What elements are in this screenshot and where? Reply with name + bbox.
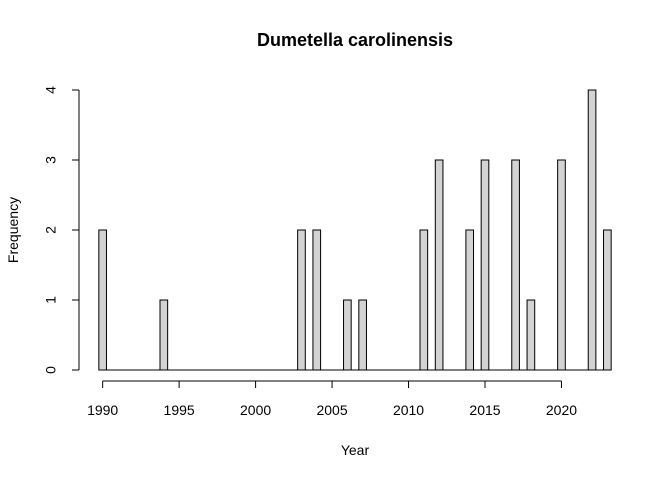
y-tick-label-3: 3 (43, 156, 59, 164)
bar-2004 (312, 229, 322, 371)
bar-2020 (557, 159, 566, 371)
bar-2023 (603, 229, 612, 371)
bars-group (98, 89, 612, 371)
bar-1994 (159, 299, 169, 371)
x-axis-label: Year (341, 442, 370, 458)
bar-2015 (480, 159, 490, 371)
y-tick-label-1: 1 (43, 296, 59, 304)
x-tick-label-1990: 1990 (87, 402, 118, 418)
bar-2018 (526, 299, 536, 371)
y-axis-label: Frequency (5, 197, 21, 263)
bar-1990 (98, 229, 107, 371)
bar-2011 (419, 229, 429, 371)
bar-2006 (343, 299, 352, 371)
y-tick-label-2: 2 (43, 226, 59, 234)
y-tick-label-0: 0 (43, 366, 59, 374)
x-tick-label-2005: 2005 (316, 402, 347, 418)
x-tick-label-1995: 1995 (164, 402, 195, 418)
bar-2003 (297, 229, 306, 371)
bar-2012 (434, 159, 444, 371)
x-tick-label-2010: 2010 (393, 402, 424, 418)
x-tick-label-2020: 2020 (546, 402, 577, 418)
x-tick-label-2015: 2015 (469, 402, 500, 418)
y-axis-ticks: 0 1 2 3 4 (43, 86, 79, 374)
x-tick-label-2000: 2000 (240, 402, 271, 418)
bar-2022 (587, 89, 597, 371)
bar-2017 (511, 159, 520, 371)
chart-title: Dumetella carolinensis (257, 30, 453, 50)
bar-2014 (465, 229, 475, 371)
bar-2007 (358, 299, 367, 371)
x-axis-ticks: 1990 1995 2000 2005 2010 2015 2020 (87, 381, 577, 418)
y-tick-label-4: 4 (43, 86, 59, 94)
